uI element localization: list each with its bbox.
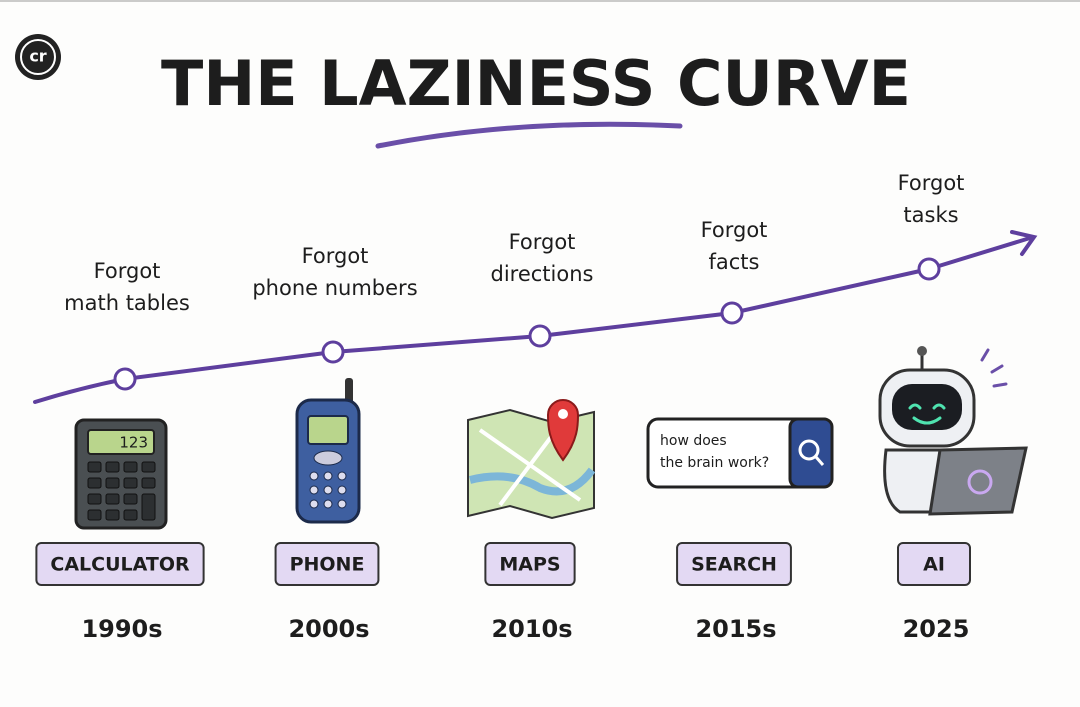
era: 1990s xyxy=(81,615,162,643)
era: 2025 xyxy=(903,615,970,643)
tool-box xyxy=(274,542,380,586)
robot-icon xyxy=(878,346,1028,516)
era: 2010s xyxy=(491,615,572,643)
caption: Forgot xyxy=(94,259,161,283)
title: THE LAZINESS CURVE xyxy=(161,47,911,120)
tool-label: CALCULATOR xyxy=(50,554,190,576)
curve-point xyxy=(720,301,744,325)
badge-text: cr xyxy=(29,47,46,66)
tool-box xyxy=(35,542,205,586)
tool-box xyxy=(897,542,971,586)
caption: tasks xyxy=(903,203,958,227)
tool-label: AI xyxy=(923,554,945,576)
curve-point xyxy=(528,324,552,348)
era: 2000s xyxy=(288,615,369,643)
tool-label: SEARCH xyxy=(691,554,777,576)
caption: facts xyxy=(709,250,760,274)
caption: Forgot xyxy=(898,171,965,195)
search-icon xyxy=(646,417,834,489)
curve-arrowhead xyxy=(1010,230,1038,256)
badge-ring xyxy=(20,39,56,75)
tool-label: MAPS xyxy=(499,554,560,576)
phone-icon xyxy=(295,378,361,524)
caption: Forgot xyxy=(701,218,768,242)
calculator-icon xyxy=(74,418,168,530)
caption: Forgot xyxy=(509,230,576,254)
caption: Forgot xyxy=(302,244,369,268)
curve-point xyxy=(917,257,941,281)
caption: math tables xyxy=(64,291,190,315)
tool-label: PHONE xyxy=(290,554,365,576)
caption: directions xyxy=(491,262,594,286)
calculator-display: 123 xyxy=(119,434,148,452)
search-query: the brain work? xyxy=(660,455,769,471)
era: 2015s xyxy=(695,615,776,643)
tool-box xyxy=(676,542,792,586)
tool-box xyxy=(484,542,576,586)
map-icon xyxy=(467,399,596,520)
curve-point xyxy=(321,340,345,364)
search-query: how does xyxy=(660,433,727,449)
caption: phone numbers xyxy=(252,276,417,300)
curve xyxy=(33,236,1032,404)
curve-point xyxy=(113,367,137,391)
title-underline xyxy=(375,121,683,149)
